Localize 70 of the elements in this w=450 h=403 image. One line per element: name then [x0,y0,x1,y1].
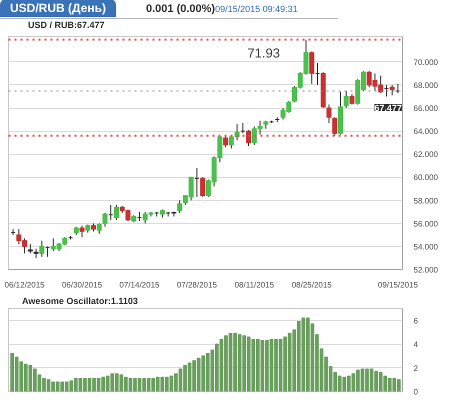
bar [24,364,28,392]
bar [246,336,251,392]
bar [196,358,201,392]
candlestick [28,244,33,254]
y-tick-label: 6 [414,316,418,326]
x-tick-label: 08/25/2015 [292,280,332,290]
bar [256,338,260,392]
bar [338,376,342,392]
candlestick [223,135,228,148]
x-tick-label: 07/14/2015 [119,280,160,290]
bar [288,332,292,392]
candlestick [34,248,39,258]
candlestick [349,94,354,106]
text: 09/15/2015 09:49:31 [215,3,298,16]
y-tick-label: 2 [414,364,418,373]
bar [388,378,392,392]
y-tick-label: 58.000 [414,196,439,206]
bar [242,335,246,392]
bar [110,373,114,392]
candlestick [80,225,85,238]
bar [296,321,301,392]
bar [206,353,210,392]
y-tick-label: 66.000 [414,104,439,114]
candlestick [96,222,102,234]
bar [156,376,160,392]
chart-title: Awesome Oscillator:1.1103 [22,295,138,308]
bar [106,376,110,392]
y-tick-label: 0 [414,388,418,396]
bar [346,376,351,392]
bar [14,356,19,392]
x-tick-label: 09/15/2015 [378,280,418,290]
bar [396,379,401,392]
x-tick-label: 07/28/2015 [176,280,218,290]
y-tick-label: 4 [414,340,418,350]
ref-line-label: 67.477 [374,102,402,113]
bar [64,382,69,392]
y-tick-label: 52.000 [414,266,439,274]
text: USD / RUB:67.477 [28,18,106,32]
candlestick [332,116,338,136]
bar [342,376,346,392]
y-tick-label: 56.000 [414,219,439,228]
x-tick-label: 06/12/2015 [4,280,46,290]
bar [114,373,119,392]
y-tick-label: 64.000 [414,127,439,136]
bar [60,382,64,392]
y-tick-label: 62.000 [414,150,439,160]
chart-title: USD/RUB (День) [0,0,116,17]
bar [251,338,256,392]
bar [74,378,78,392]
bar [164,376,169,392]
bar [301,317,306,392]
bar [392,378,396,392]
y-tick-label: 68.000 [414,80,439,90]
ref-line-label: 71.93 [247,46,280,61]
bar [69,380,74,392]
bar [119,374,124,392]
bar [201,355,206,392]
y-tick-label: 60.000 [414,173,439,182]
bar [151,378,156,392]
x-tick-label: 06/30/2015 [62,280,103,290]
x-tick-label: 08/11/2015 [234,280,275,290]
candlestick [344,90,349,109]
chart-subtitle: 0.001 (0.00%) [146,3,216,15]
bar [10,353,14,392]
candlestick [326,104,332,124]
y-tick-label: 70.000 [414,58,439,67]
candlestick [177,200,182,214]
bar [160,376,164,392]
y-tick-label: 54.000 [414,242,439,252]
bar [383,376,388,392]
